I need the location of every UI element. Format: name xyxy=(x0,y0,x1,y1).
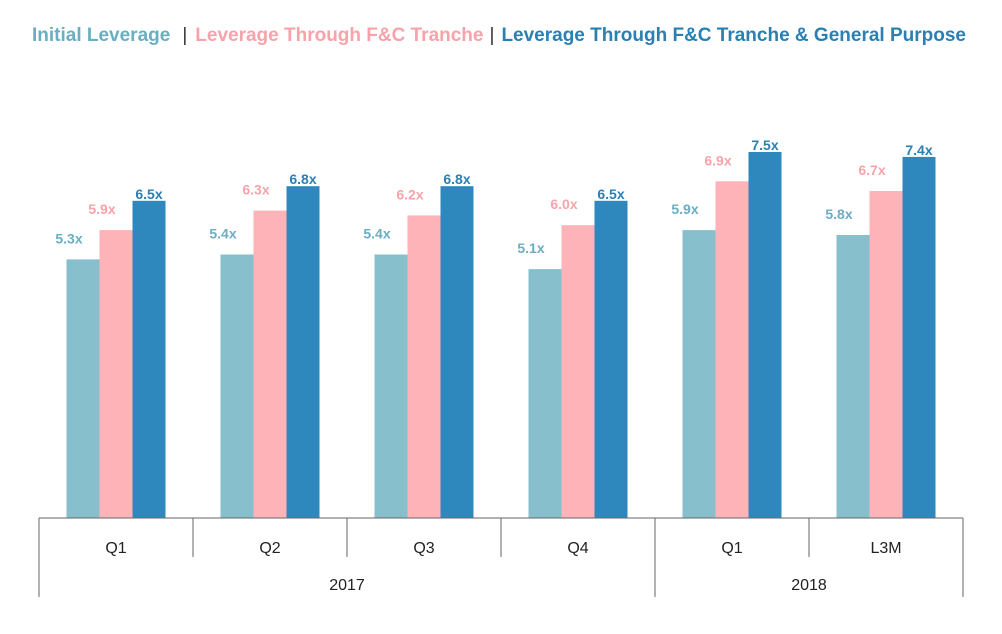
bar-series-3-q4-3 xyxy=(594,200,628,519)
x-tick-label-l3m-5: L3M xyxy=(870,540,901,557)
bar-series-2-q2-1 xyxy=(253,210,287,518)
legend-item-initial-leverage: Initial Leverage xyxy=(31,25,171,46)
data-label-series-1-5: 5.8x xyxy=(825,206,852,222)
chart-legend: Initial Leverage | Leverage Through F&C … xyxy=(32,25,966,47)
x-tick-label-q1-4: Q1 xyxy=(721,540,742,557)
x-tick-label-q2-1: Q2 xyxy=(259,540,280,557)
data-label-series-2-0: 5.9x xyxy=(88,201,115,217)
data-label-series-2-5: 6.7x xyxy=(858,162,885,178)
bar-series-2-l3m-5 xyxy=(869,191,903,518)
legend-separator: | xyxy=(182,25,188,46)
x-group-label-2018: 2018 xyxy=(791,577,827,594)
bar-series-3-q1-4 xyxy=(748,152,782,518)
data-label-series-2-1: 6.3x xyxy=(242,182,269,198)
x-tick-label-q4-3: Q4 xyxy=(567,540,588,557)
bar-series-1-q1-0 xyxy=(66,259,100,518)
data-label-series-2-3: 6.0x xyxy=(550,196,577,212)
data-label-series-1-1: 5.4x xyxy=(209,226,236,242)
data-label-series-1-3: 5.1x xyxy=(517,240,544,256)
legend-separator: | xyxy=(489,25,495,46)
data-label-series-2-2: 6.2x xyxy=(396,186,423,202)
data-label-series-1-2: 5.4x xyxy=(363,226,390,242)
legend-item-fc-tranche: Leverage Through F&C Tranche xyxy=(195,25,484,46)
bar-series-3-q3-2 xyxy=(440,186,474,518)
legend-item-fc-tranche-general-purpose: Leverage Through F&C Tranche & General P… xyxy=(501,25,966,46)
bar-series-2-q4-3 xyxy=(561,225,595,518)
data-label-series-3-5: 7.4x xyxy=(905,142,932,158)
bar-series-2-q1-0 xyxy=(99,230,133,518)
x-tick-label-q3-2: Q3 xyxy=(413,540,434,557)
data-label-series-1-0: 5.3x xyxy=(55,230,82,246)
bar-series-2-q3-2 xyxy=(407,215,441,518)
data-label-series-3-4: 7.5x xyxy=(751,137,778,153)
bar-series-1-q1-4 xyxy=(682,230,716,518)
data-label-series-2-4: 6.9x xyxy=(704,152,731,168)
x-tick-label-q1-0: Q1 xyxy=(105,540,126,557)
bar-series-1-q2-1 xyxy=(220,254,254,518)
data-label-series-3-3: 6.5x xyxy=(597,186,624,202)
data-label-series-3-0: 6.5x xyxy=(135,186,162,202)
bar-series-2-q1-4 xyxy=(715,181,749,519)
bar-series-3-l3m-5 xyxy=(902,156,936,518)
bar-series-1-l3m-5 xyxy=(836,235,870,518)
data-label-series-3-2: 6.8x xyxy=(443,171,470,187)
data-label-series-3-1: 6.8x xyxy=(289,171,316,187)
bar-series-1-q3-2 xyxy=(374,254,408,518)
data-label-series-1-4: 5.9x xyxy=(671,201,698,217)
bar-series-3-q2-1 xyxy=(286,186,320,518)
x-group-label-2017: 2017 xyxy=(329,577,365,594)
bar-series-3-q1-0 xyxy=(132,200,166,519)
bar-series-1-q4-3 xyxy=(528,269,562,518)
